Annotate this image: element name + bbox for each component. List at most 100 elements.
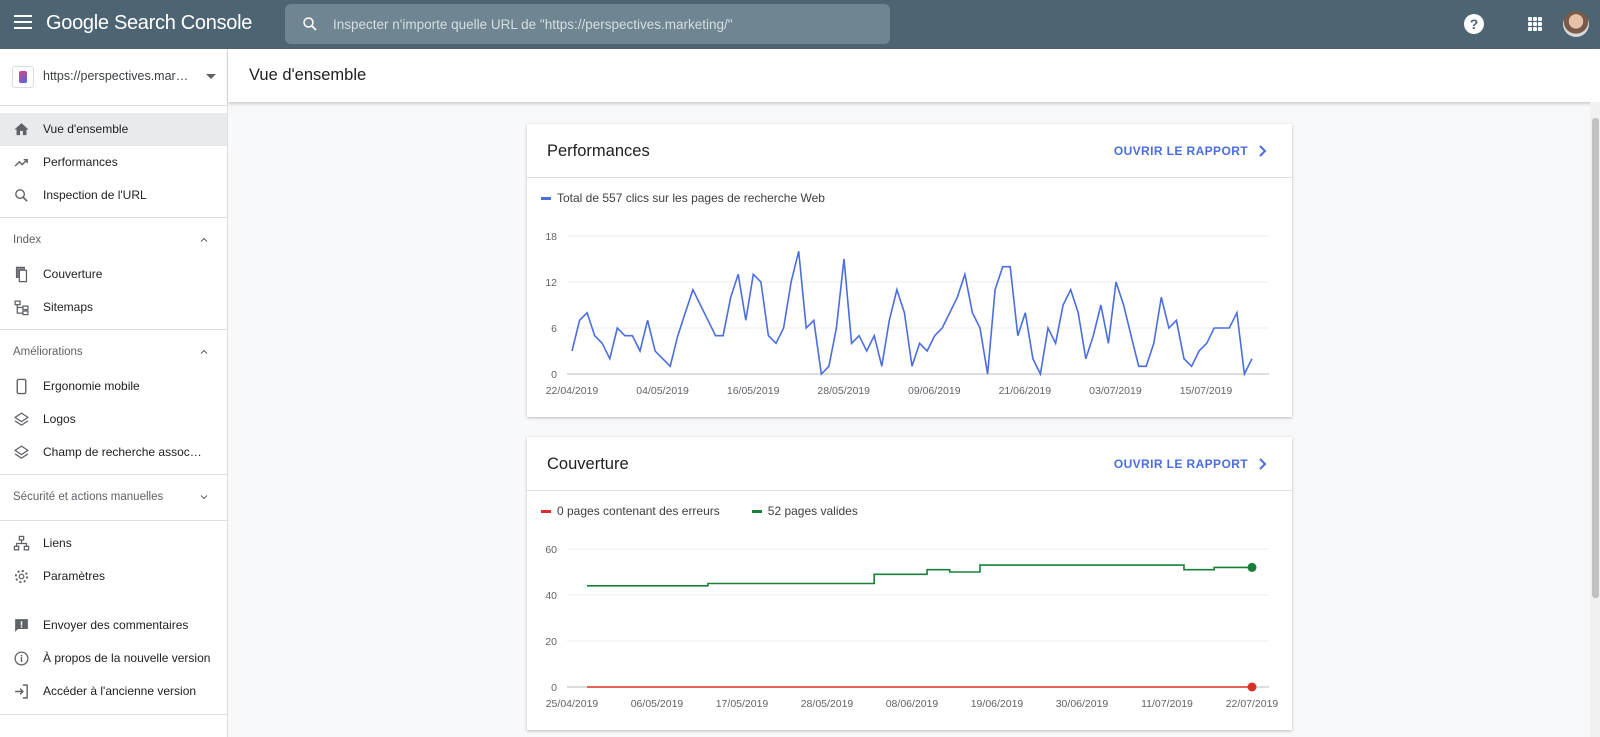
sidebar-item-label: Sitemaps: [43, 300, 94, 314]
apps-grid-icon[interactable]: [1528, 17, 1542, 31]
open-report-button[interactable]: OUVRIR LE RAPPORT: [1114, 457, 1268, 471]
sidebar-item-label: Paramètres: [43, 569, 106, 583]
x-tick-label: 21/06/2019: [999, 385, 1052, 397]
page-title: Vue d'ensemble: [249, 66, 367, 84]
section-security[interactable]: Sécurité et actions manuelles: [0, 481, 227, 514]
search-icon: [15, 189, 28, 202]
divider: [0, 217, 227, 218]
search-icon: [303, 17, 317, 31]
sidebar: https://perspectives.marketing/ Vue d'en…: [0, 49, 228, 737]
x-tick-label: 25/04/2019: [546, 698, 599, 710]
property-selector[interactable]: https://perspectives.marketing/: [0, 49, 228, 106]
y-tick-label: 60: [545, 544, 557, 556]
section-label: Améliorations: [13, 346, 83, 358]
x-tick-label: 16/05/2019: [727, 385, 780, 397]
open-report-button[interactable]: OUVRIR LE RAPPORT: [1114, 144, 1268, 158]
property-favicon: [12, 66, 34, 88]
sidebar-item-about[interactable]: À propos de la nouvelle version: [0, 642, 227, 675]
divider: [0, 474, 227, 475]
settings-icon: [14, 569, 29, 584]
chevron-up-icon: [200, 237, 208, 242]
chart-legend: Total de 557 clics sur les pages de rech…: [541, 191, 825, 205]
sidebar-item-label: Logos: [43, 412, 76, 426]
home-icon: [14, 123, 29, 136]
x-tick-label: 30/06/2019: [1056, 698, 1109, 710]
menu-icon[interactable]: [14, 15, 32, 29]
dropdown-arrow-icon: [206, 74, 216, 79]
section-index[interactable]: Index: [0, 224, 227, 257]
sidebar-item-label: Liens: [43, 536, 72, 550]
help-icon[interactable]: ?: [1464, 14, 1484, 34]
x-tick-label: 06/05/2019: [631, 698, 684, 710]
search-input[interactable]: [333, 4, 878, 44]
sidebar-item-label: Couverture: [43, 267, 103, 281]
y-tick-label: 0: [551, 369, 557, 381]
legend-item-valid[interactable]: 52 pages valides: [751, 504, 858, 518]
legend-label: 0 pages contenant des erreurs: [557, 504, 720, 518]
chevron-right-icon: [1259, 145, 1267, 157]
series-line: [571, 251, 1253, 377]
sidebar-item-sitelinks-searchbox[interactable]: Champ de recherche associé aux liens sit…: [0, 436, 227, 469]
sitemap-icon: [14, 300, 29, 316]
smartphone-icon: [16, 378, 27, 395]
y-tick-label: 12: [545, 277, 557, 289]
sidebar-item-links[interactable]: Liens: [0, 527, 227, 560]
series-end-point: [1247, 682, 1257, 692]
sidebar-item-logos[interactable]: Logos: [0, 403, 227, 436]
links-icon: [13, 535, 30, 551]
url-inspection-search[interactable]: [285, 4, 890, 44]
property-url: https://perspectives.marketing/: [43, 69, 193, 83]
section-label: Index: [13, 234, 42, 246]
sidebar-item-settings[interactable]: Paramètres: [0, 560, 227, 593]
sidebar-item-old-version[interactable]: Accéder à l'ancienne version: [0, 675, 227, 708]
legend-item-errors[interactable]: 0 pages contenant des erreurs: [541, 504, 720, 518]
sidebar-item-overview[interactable]: Vue d'ensemble: [0, 113, 227, 146]
feedback-icon: [15, 619, 28, 632]
layers-icon: [13, 412, 30, 426]
open-report-label: OUVRIR LE RAPPORT: [1113, 457, 1248, 471]
chevron-up-icon: [200, 349, 208, 354]
layers-icon: [13, 445, 30, 459]
x-tick-label: 15/07/2019: [1180, 385, 1233, 397]
divider: [0, 520, 227, 521]
x-tick-label: 22/04/2019: [546, 385, 599, 397]
sidebar-item-performance[interactable]: Performances: [0, 146, 227, 179]
sidebar-item-coverage[interactable]: Couverture: [0, 258, 227, 291]
sidebar-item-sitemaps[interactable]: Sitemaps: [0, 291, 227, 324]
section-label: Sécurité et actions manuelles: [13, 491, 164, 503]
section-enhancements[interactable]: Améliorations: [0, 336, 227, 369]
info-icon: [14, 651, 29, 666]
sidebar-item-feedback[interactable]: Envoyer des commentaires: [0, 609, 227, 642]
y-tick-label: 18: [545, 231, 557, 243]
chart-legend: 0 pages contenant des erreurs 52 pages v…: [541, 504, 858, 518]
x-tick-label: 19/06/2019: [971, 698, 1024, 710]
x-tick-label: 17/05/2019: [716, 698, 769, 710]
sidebar-item-label: Performances: [43, 155, 118, 169]
y-tick-label: 20: [545, 636, 557, 648]
top-app-bar: Google Search Console ?: [0, 0, 1600, 49]
account-avatar[interactable]: [1563, 11, 1589, 37]
performance-card: Performances OUVRIR LE RAPPORT Total de …: [527, 124, 1292, 417]
x-tick-label: 08/06/2019: [886, 698, 939, 710]
x-tick-label: 03/07/2019: [1089, 385, 1142, 397]
x-tick-label: 09/06/2019: [908, 385, 961, 397]
file-copy-icon: [15, 266, 28, 283]
sidebar-item-label: Envoyer des commentaires: [43, 618, 189, 632]
card-title: Couverture: [547, 455, 629, 473]
divider: [527, 177, 1292, 178]
divider: [0, 329, 227, 330]
y-tick-label: 0: [551, 682, 557, 694]
y-tick-label: 40: [545, 590, 557, 602]
x-tick-label: 04/05/2019: [636, 385, 689, 397]
series-end-point: [1247, 562, 1257, 572]
app-title[interactable]: Google Search Console: [46, 12, 253, 34]
sidebar-item-label: À propos de la nouvelle version: [43, 651, 211, 665]
legend-label: 52 pages valides: [767, 504, 858, 518]
sidebar-item-url-inspection[interactable]: Inspection de l'URL: [0, 179, 227, 212]
divider: [527, 490, 1292, 491]
sidebar-item-mobile-usability[interactable]: Ergonomie mobile: [0, 370, 227, 403]
legend-item-clicks[interactable]: Total de 557 clics sur les pages de rech…: [541, 191, 825, 205]
x-tick-label: 28/05/2019: [801, 698, 854, 710]
scrollbar-thumb[interactable]: [1592, 118, 1599, 598]
chevron-down-icon: [200, 495, 208, 500]
